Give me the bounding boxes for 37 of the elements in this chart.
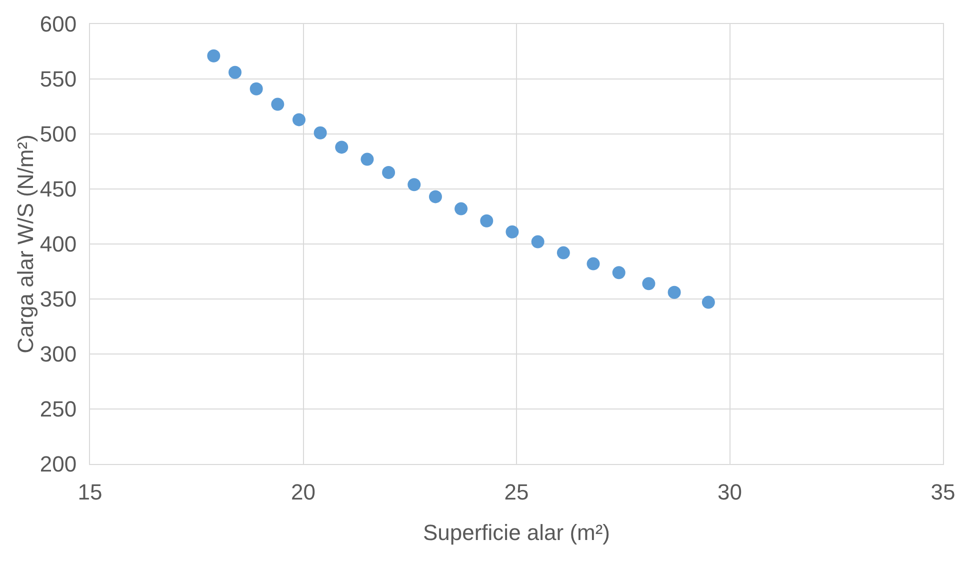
point <box>292 113 306 126</box>
y-tick-label: 350 <box>40 286 77 312</box>
point <box>314 126 327 140</box>
x-tick-label: 20 <box>291 479 316 504</box>
y-tick-label: 450 <box>40 176 77 202</box>
point <box>586 257 600 270</box>
y-tick-label: 200 <box>40 452 77 477</box>
point <box>271 98 284 111</box>
y-axis-title: Carga alar W/S (N/m²) <box>12 134 38 354</box>
point <box>335 140 348 154</box>
x-axis-title: Superficie alar (m²) <box>422 520 610 545</box>
x-tick-label: 35 <box>930 479 956 504</box>
point <box>428 190 442 204</box>
y-tick-label: 600 <box>40 12 77 37</box>
y-tick-label: 250 <box>40 396 77 422</box>
point <box>702 296 715 309</box>
x-tick-label: 25 <box>504 479 529 504</box>
point <box>612 266 626 280</box>
point <box>360 152 374 166</box>
point <box>531 235 544 248</box>
point <box>454 202 468 216</box>
point <box>506 225 519 238</box>
point <box>228 66 242 79</box>
point <box>642 277 656 290</box>
x-tick-label: 30 <box>718 479 742 504</box>
y-tick-label: 550 <box>40 66 77 92</box>
point <box>207 49 220 62</box>
point <box>668 286 681 299</box>
y-tick-label: 400 <box>40 232 77 257</box>
y-tick-label: 300 <box>40 342 77 367</box>
point <box>382 166 396 179</box>
y-tick-label: 500 <box>40 122 77 147</box>
point <box>556 246 570 260</box>
point <box>250 82 263 96</box>
point <box>408 178 421 192</box>
x-tick-label: 15 <box>78 479 102 504</box>
point <box>480 214 494 228</box>
